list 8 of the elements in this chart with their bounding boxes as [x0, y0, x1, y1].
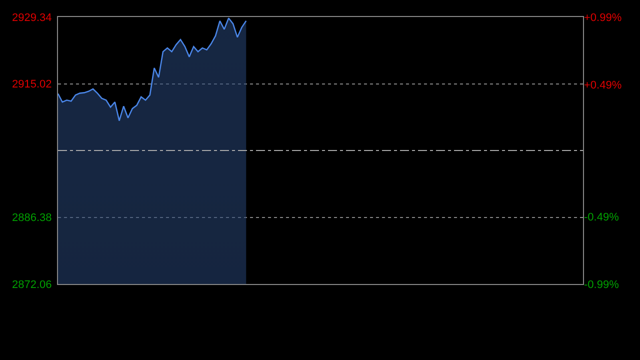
y2-tick-label: -0.49%	[584, 211, 620, 224]
y-tick-label: 2929.34	[12, 12, 52, 24]
y2-tick-label: +0.99%	[584, 12, 622, 24]
y2-tick-label: -0.99%	[584, 278, 620, 291]
y2-tick-label: +0.49%	[584, 79, 622, 92]
y-tick-label: 2872.06	[12, 278, 52, 291]
y-tick-label: 2915.02	[12, 78, 52, 91]
y-tick-label: 2886.38	[12, 212, 52, 224]
